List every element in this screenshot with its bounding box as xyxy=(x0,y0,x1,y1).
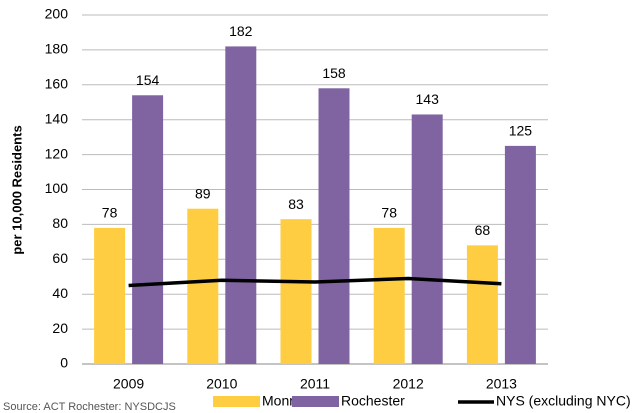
data-label: 158 xyxy=(322,65,346,81)
y-tick-label: 180 xyxy=(45,41,69,57)
x-tick-label: 2012 xyxy=(393,376,424,392)
y-tick-label: 40 xyxy=(52,285,68,301)
legend-swatch xyxy=(292,396,339,407)
data-label: 125 xyxy=(509,123,533,139)
data-label: 154 xyxy=(136,72,160,88)
data-label: 143 xyxy=(416,91,440,107)
line xyxy=(128,276,502,288)
y-tick-label: 120 xyxy=(45,145,69,161)
bar xyxy=(225,46,257,364)
x-tick-label: 2013 xyxy=(486,376,517,392)
bar xyxy=(132,95,164,365)
source: Source: ACT Rochester: NYSDCJS xyxy=(3,401,176,413)
y-tick-label: 200 xyxy=(45,6,69,22)
data-label: 182 xyxy=(229,23,253,39)
y-tick-label: 80 xyxy=(52,215,68,231)
data-label: 68 xyxy=(475,222,491,238)
bar xyxy=(318,88,350,364)
y-tick-label: 160 xyxy=(45,76,69,92)
bar xyxy=(466,245,498,364)
x-tick-label: 2011 xyxy=(300,376,330,392)
y-tick-label: 100 xyxy=(45,180,69,196)
data-label: 89 xyxy=(195,185,211,201)
bar xyxy=(504,145,536,364)
bar xyxy=(373,227,405,364)
y-tick-label: 20 xyxy=(52,320,68,336)
legend-swatch xyxy=(213,396,260,407)
y-axis-label: per 10,000 Residents xyxy=(9,125,24,254)
data-label: 83 xyxy=(288,196,304,212)
y-tick-label: 140 xyxy=(45,110,69,126)
x-tick-label: 2009 xyxy=(113,376,144,392)
data-label: 78 xyxy=(102,205,118,221)
bar xyxy=(411,114,443,364)
y-tick-label: 0 xyxy=(60,355,68,371)
legend-label: Rochester xyxy=(341,393,405,409)
data-label: 78 xyxy=(381,205,397,221)
y-tick-label: 60 xyxy=(52,250,68,266)
x-tick-label: 2010 xyxy=(206,376,237,392)
bar xyxy=(187,208,219,364)
legend-label: NYS (excluding NYC) xyxy=(496,393,631,409)
bar xyxy=(94,227,126,364)
bar xyxy=(280,219,312,364)
